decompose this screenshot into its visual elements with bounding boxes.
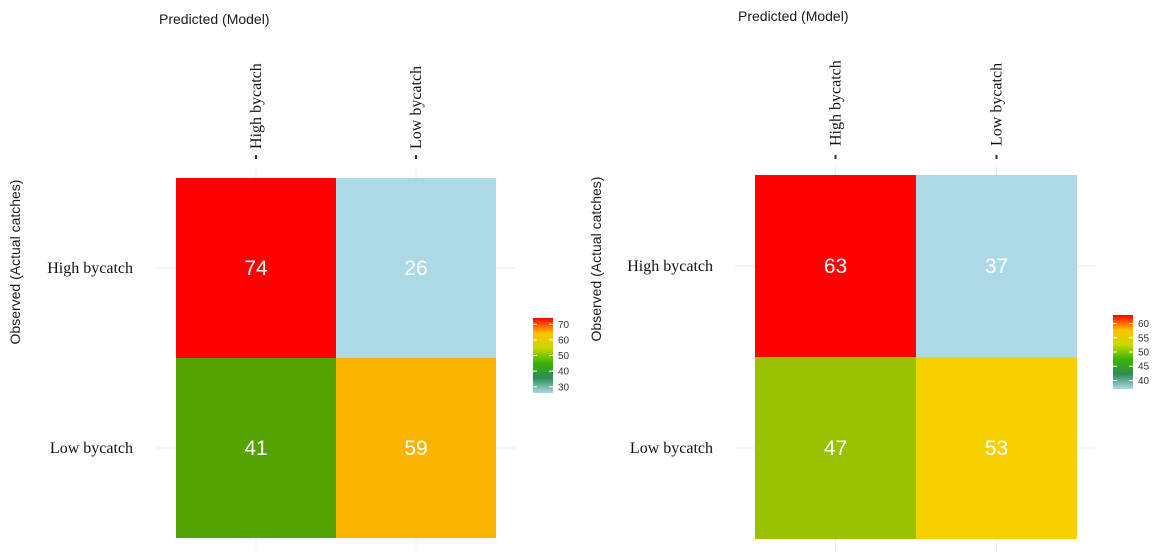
x-axis-title: Predicted (Model) bbox=[159, 11, 270, 27]
heatmap-panel-1: 74 26 41 59 Predicted (Model) Observed (Actua… bbox=[7, 11, 570, 550]
legend-colorbar bbox=[1113, 315, 1133, 389]
legend-tick-label: 55 bbox=[1138, 333, 1150, 344]
cell-value-label: 59 bbox=[404, 437, 427, 460]
heatmap-cell bbox=[176, 178, 336, 358]
heatmap-cell bbox=[755, 357, 916, 539]
cell-value-label: 74 bbox=[244, 257, 268, 280]
y-axis-title: Observed (Actual catches) bbox=[588, 177, 604, 342]
x-tick-label: Low bycatch bbox=[989, 63, 1006, 146]
heatmap-cell bbox=[916, 357, 1077, 539]
legend-tick-label: 50 bbox=[558, 351, 570, 362]
cell-value-label: 41 bbox=[244, 437, 267, 460]
heatmap-cell bbox=[176, 358, 336, 538]
y-tick-label: Low bycatch bbox=[630, 440, 713, 457]
legend-tick-label: 45 bbox=[1138, 362, 1150, 373]
cell-value-label: 37 bbox=[985, 255, 1008, 278]
heatmap-panel-2: 63 37 47 53 Predicted (Model) Observed (Actua… bbox=[588, 8, 1150, 550]
legend-tick-label: 40 bbox=[558, 367, 570, 378]
y-tick-label: High bycatch bbox=[627, 258, 713, 275]
cell-value-label: 47 bbox=[824, 437, 847, 460]
x-axis-title: Predicted (Model) bbox=[738, 8, 849, 24]
cell-value-label: 63 bbox=[824, 255, 847, 278]
legend-colorbar bbox=[533, 318, 553, 393]
legend-tick-label: 70 bbox=[558, 320, 570, 331]
heatmap-cell bbox=[755, 175, 916, 357]
legend-tick-label: 40 bbox=[1138, 376, 1150, 387]
cell-value-label: 26 bbox=[404, 257, 427, 280]
heatmap-cell bbox=[916, 175, 1077, 357]
y-axis-title: Observed (Actual catches) bbox=[7, 180, 23, 345]
legend-tick-label: 60 bbox=[1138, 319, 1150, 330]
legend: 60 55 50 45 40 bbox=[1113, 315, 1150, 389]
y-tick-label: High bycatch bbox=[47, 260, 133, 277]
x-tick-label: High bycatch bbox=[828, 60, 845, 146]
legend: 70 60 50 40 30 bbox=[533, 318, 570, 393]
legend-tick-label: 30 bbox=[558, 382, 570, 393]
heatmap-cell bbox=[336, 358, 496, 538]
y-tick-label: Low bycatch bbox=[50, 440, 133, 457]
x-tick-label: Low bycatch bbox=[408, 66, 425, 149]
heatmap-cell bbox=[336, 178, 496, 358]
cell-value-label: 53 bbox=[985, 437, 1008, 460]
legend-tick-label: 60 bbox=[558, 335, 570, 346]
legend-tick-label: 50 bbox=[1138, 348, 1150, 359]
x-tick-label: High bycatch bbox=[248, 63, 265, 149]
